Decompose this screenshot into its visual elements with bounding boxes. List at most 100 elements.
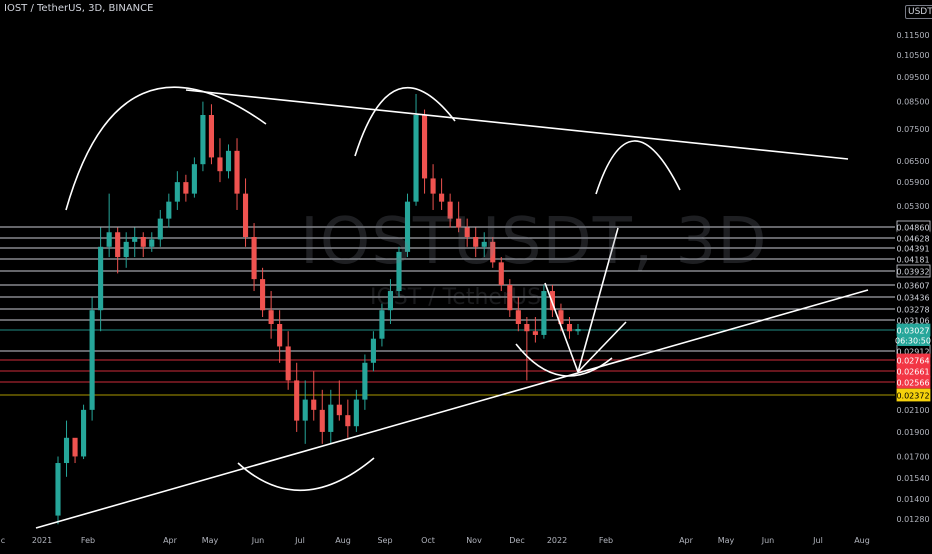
candle-body xyxy=(549,291,555,311)
price-level-label: 0.03027 xyxy=(896,327,929,336)
watermark-ticker: IOSTUSDT, 3D xyxy=(300,205,768,279)
candle-body xyxy=(174,182,180,202)
candle-body xyxy=(115,232,121,258)
price-axis-label: 0.09500 xyxy=(896,73,929,82)
time-axis-label: 2022 xyxy=(547,536,567,545)
resistance-trendline xyxy=(185,89,849,160)
time-axis-label: May xyxy=(718,536,735,545)
candle-body xyxy=(379,310,385,339)
candle-body xyxy=(447,201,453,219)
time-axis-label: Jun xyxy=(251,536,265,545)
candle-body xyxy=(123,241,129,258)
candle-body xyxy=(89,310,95,410)
candle-body xyxy=(72,437,78,457)
time-axis[interactable]: c 2021 Feb Apr May Jun Jul Aug Sep Oct Nov Dec 2022 F… xyxy=(1,536,870,545)
price-axis-label: 0.05300 xyxy=(896,202,929,211)
currency-badge[interactable]: USDT xyxy=(905,5,932,19)
price-level-label: 0.02912 xyxy=(896,348,929,357)
candle-body xyxy=(242,193,249,237)
time-axis-label: Feb xyxy=(81,536,95,545)
candle-body xyxy=(439,193,445,202)
candle-body xyxy=(106,232,112,247)
candle-body xyxy=(63,437,70,464)
candle-body xyxy=(166,201,172,219)
time-axis-label: 2021 xyxy=(32,536,52,545)
candle-body xyxy=(464,227,470,237)
price-level-label: 0.04391 xyxy=(896,245,929,254)
candle-body xyxy=(362,362,368,400)
candle-body xyxy=(81,409,87,457)
price-level-label: 0.02764 xyxy=(896,357,929,366)
candle-body xyxy=(507,284,513,311)
candle-body xyxy=(532,331,538,335)
candle-body xyxy=(208,115,214,158)
price-level-label: 0.03106 xyxy=(896,317,929,326)
time-axis-label: Apr xyxy=(163,536,178,545)
price-axis-label: 0.01280 xyxy=(896,515,929,524)
candle-body xyxy=(285,346,291,381)
price-axis-label: 0.08500 xyxy=(896,98,929,107)
candle-body xyxy=(183,182,189,194)
candle-body xyxy=(328,404,334,432)
price-level-label: 0.03278 xyxy=(896,306,929,315)
arc-top-left xyxy=(65,86,267,211)
countdown-label: 06:30:50 xyxy=(895,337,931,346)
arc-top-middle xyxy=(354,86,456,157)
candle-body xyxy=(319,409,325,432)
candle-body xyxy=(481,241,487,247)
price-level-label: 0.02661 xyxy=(896,368,929,377)
arc-bottom-right xyxy=(515,343,613,377)
candle-body xyxy=(345,415,351,427)
candle-body xyxy=(353,399,359,427)
candle-body xyxy=(260,279,266,311)
drawings xyxy=(35,86,869,529)
candle-body xyxy=(370,338,376,363)
price-level-label: 0.04181 xyxy=(896,256,929,265)
candle-body xyxy=(234,150,240,194)
arc-bottom-left xyxy=(237,457,375,492)
arc-projected-top xyxy=(595,140,681,195)
time-axis-label: Aug xyxy=(335,536,351,545)
candle-body xyxy=(55,463,61,516)
time-axis-label: Dec xyxy=(509,536,524,545)
price-axis-label: 0.07500 xyxy=(896,125,929,134)
candle-body xyxy=(157,218,163,240)
horizontal-levels xyxy=(0,226,895,396)
candle-body xyxy=(302,399,308,421)
candle-body xyxy=(558,310,564,325)
candle-body xyxy=(490,241,496,263)
price-axis-label: 0.01400 xyxy=(896,495,929,504)
candle-body xyxy=(541,291,547,335)
price-level-badge xyxy=(896,388,931,402)
candle-body xyxy=(98,246,104,311)
price-level-badge xyxy=(896,375,931,389)
candle-body xyxy=(149,239,155,247)
projection-line xyxy=(577,227,619,373)
candle-body xyxy=(277,324,283,347)
price-level-label: 0.02372 xyxy=(896,392,929,401)
price-level-label: 0.03436 xyxy=(896,294,929,303)
price-level-label: 0.02566 xyxy=(896,379,929,388)
candle-body xyxy=(268,310,274,325)
candle-body xyxy=(191,164,197,194)
candle-body xyxy=(140,236,146,247)
candle-body xyxy=(404,201,411,252)
candle-body xyxy=(200,115,206,165)
candle-body xyxy=(413,115,419,202)
candle-body xyxy=(217,157,223,172)
price-level-label: 0.03932 xyxy=(896,268,929,277)
price-axis-label: 0.01700 xyxy=(896,452,929,461)
price-level-badge xyxy=(896,264,931,278)
time-axis-label: Jul xyxy=(294,536,305,545)
price-level-label: 0.04860 xyxy=(896,224,929,233)
candle-body xyxy=(473,236,479,247)
price-axis-label: 0.02100 xyxy=(896,406,929,415)
candle-body xyxy=(311,399,317,410)
projection-line xyxy=(577,321,627,373)
price-axis-label: 0.06500 xyxy=(896,157,929,166)
time-axis-label: Jun xyxy=(761,536,775,545)
chart-title: IOST / TetherUS, 3D, BINANCE xyxy=(4,3,154,14)
